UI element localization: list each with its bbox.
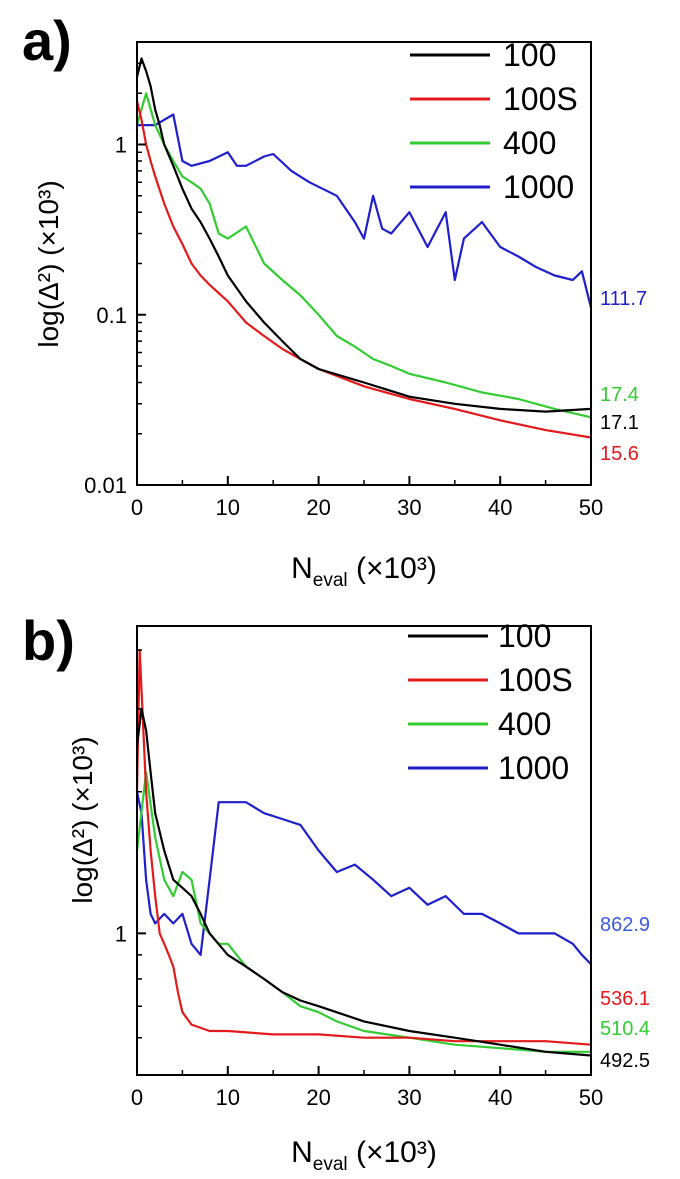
panel-b-series xyxy=(135,648,592,1057)
panel-a-end-labels: 111.7 17.4 17.1 15.6 xyxy=(600,288,647,465)
panel-b-xtick-label: 30 xyxy=(397,1085,421,1110)
panel-b-ticks: 0 10 20 30 40 50 1 xyxy=(115,649,603,1110)
panel-a-label: a) xyxy=(22,9,72,72)
panel-b-legend-label-100: 100 xyxy=(498,618,551,654)
panel-a-end-label-100S: 15.6 xyxy=(600,443,639,465)
panel-b-xtick-label: 50 xyxy=(579,1085,603,1110)
panel-a-xtick-label: 10 xyxy=(216,495,240,520)
panel-b-end-label-400: 510.4 xyxy=(600,1018,650,1040)
panel-a-xtick-label: 20 xyxy=(306,495,330,520)
panel-a-xtick-label: 30 xyxy=(397,495,421,520)
panel-a-legend-label-1000: 1000 xyxy=(503,169,574,205)
panel-b-xtick-label: 20 xyxy=(306,1085,330,1110)
panel-a-ylabel: log(Δ²) (×10³) xyxy=(33,180,64,347)
panel-a-series xyxy=(135,57,593,439)
panel-b-series-line-100 xyxy=(135,707,592,1057)
panel-b-end-labels: 862.9 536.1 510.4 492.5 xyxy=(600,914,650,1072)
panel-a-ytick-label: 0.01 xyxy=(84,473,127,498)
panel-a-end-label-100: 17.1 xyxy=(600,412,639,434)
panel-b-end-label-100S: 536.1 xyxy=(600,988,650,1010)
panel-b-series-line-100S xyxy=(135,648,592,1046)
panel-b-ylabel: log(Δ²) (×10³) xyxy=(67,736,98,903)
panel-a-series-line-1000 xyxy=(137,113,593,308)
panel-b-legend-label-400: 400 xyxy=(498,706,551,742)
panel-a-end-label-1000: 111.7 xyxy=(600,288,647,310)
panel-a-ytick-label: 0.1 xyxy=(96,303,127,328)
panel-a-xtick-label: 40 xyxy=(488,495,512,520)
panel-a-xlabel: Neval (×10³) xyxy=(291,552,437,591)
panel-b: b) 0 10 20 30 40 50 1 log(Δ²) (×10³) Neval (×1… xyxy=(22,609,650,1175)
panel-b-xlabel: Neval (×10³) xyxy=(291,1136,437,1175)
panel-a-ytick-label: 1 xyxy=(115,133,127,158)
panel-b-legend-label-100S: 100S xyxy=(498,662,573,698)
panel-b-end-label-100: 492.5 xyxy=(600,1050,650,1072)
panel-b-label: b) xyxy=(22,609,75,672)
panel-a-end-label-400: 17.4 xyxy=(600,384,639,406)
panel-a: a) 0 10 20 30 40 50 0.01 0.1 1 log(Δ²) (×10³) Ne… xyxy=(22,9,647,591)
panel-b-xtick-label: 0 xyxy=(131,1085,143,1110)
panel-b-legend-label-1000: 1000 xyxy=(498,750,569,786)
panel-a-series-line-100S xyxy=(135,100,592,439)
panel-b-series-line-1000 xyxy=(135,791,592,965)
panel-a-series-line-100 xyxy=(135,57,592,413)
panel-a-legend-label-100: 100 xyxy=(503,37,556,73)
panel-b-end-label-1000: 862.9 xyxy=(600,914,650,936)
panel-b-xtick-label: 40 xyxy=(488,1085,512,1110)
panel-b-ytick-label: 1 xyxy=(115,921,127,946)
panel-a-series-line-400 xyxy=(135,92,592,419)
panel-b-xtick-label: 10 xyxy=(216,1085,240,1110)
panel-a-legend-label-400: 400 xyxy=(503,125,556,161)
panel-a-xtick-label: 50 xyxy=(579,495,603,520)
panel-a-legend-label-100S: 100S xyxy=(503,81,578,117)
panel-a-xtick-label: 0 xyxy=(131,495,143,520)
panel-b-legend: 100 100S 400 1000 xyxy=(408,618,573,786)
panel-a-ticks: 0 10 20 30 40 50 0.01 0.1 1 xyxy=(84,62,603,520)
panel-a-legend: 100 100S 400 1000 xyxy=(410,37,578,205)
